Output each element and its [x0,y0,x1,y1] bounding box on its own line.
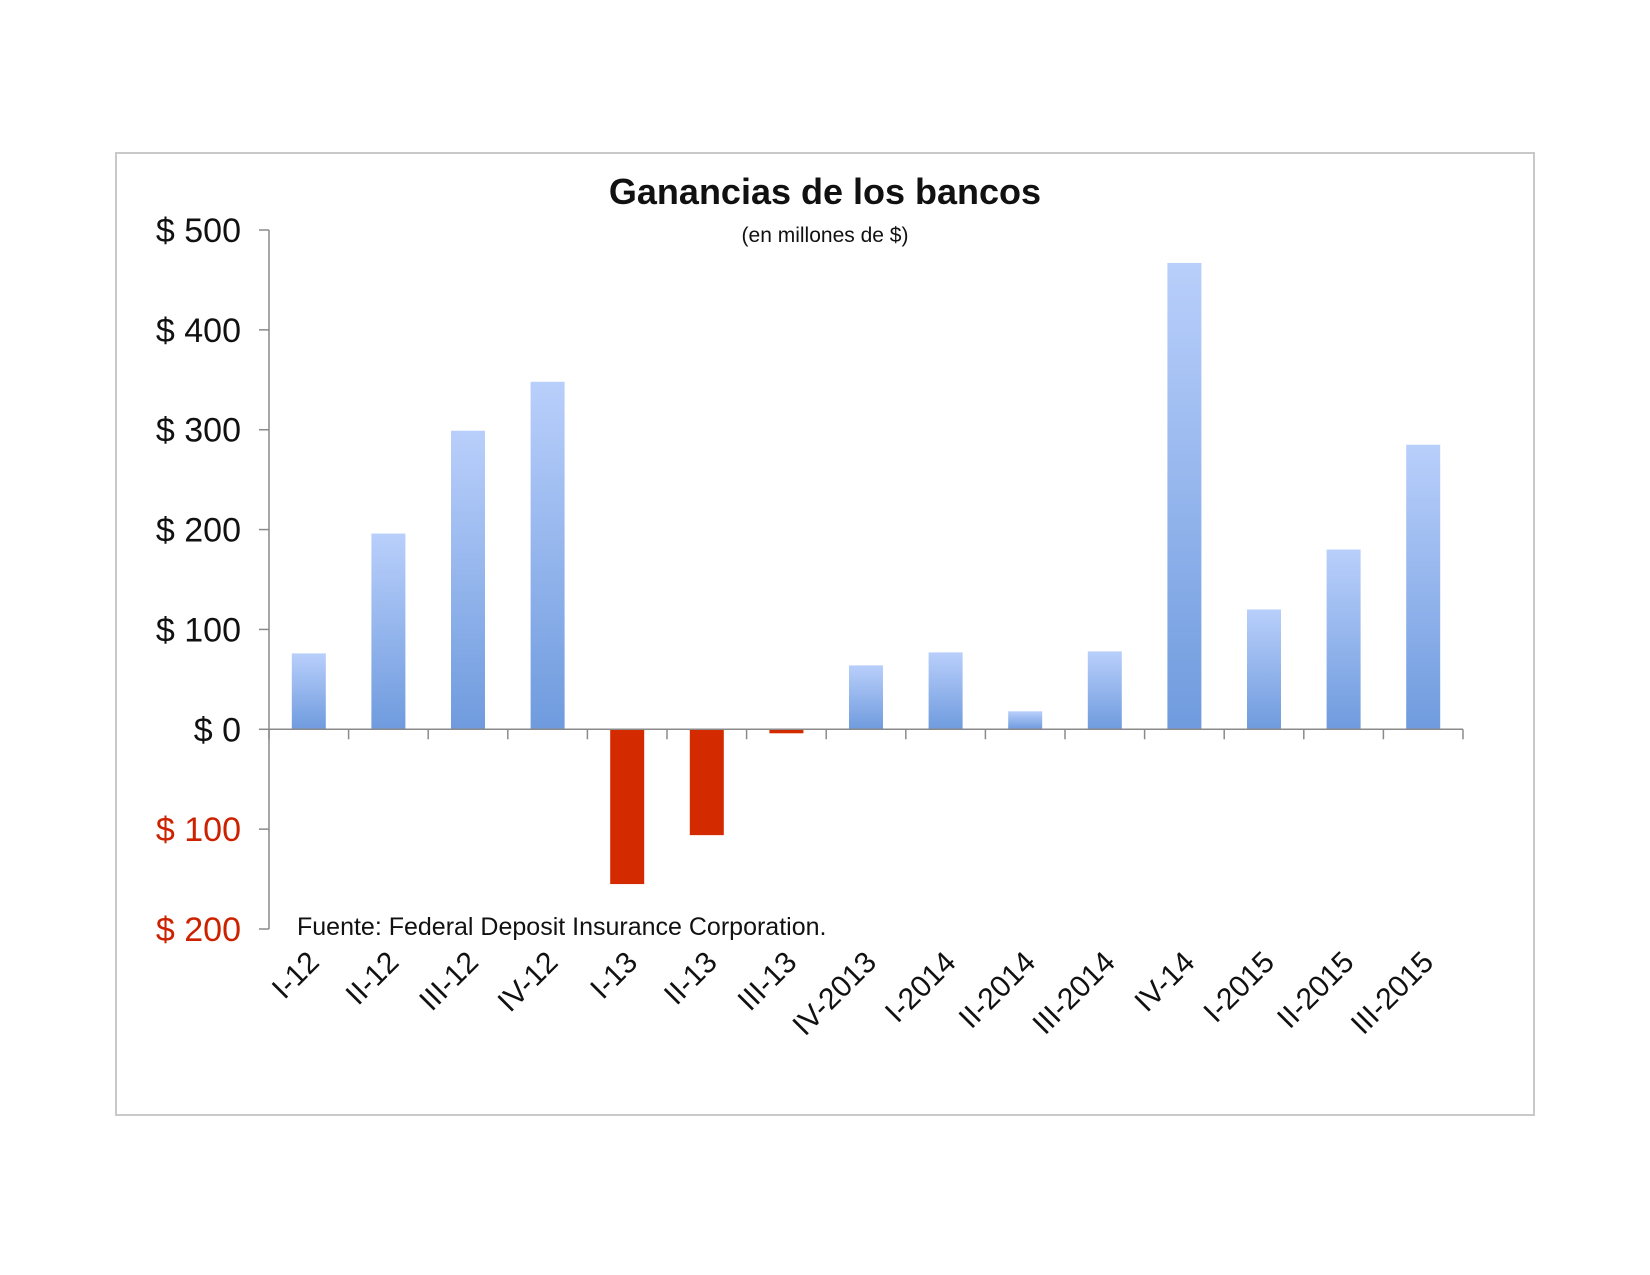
x-tick-label: II-13 [658,946,724,1012]
x-tick-label: IV-12 [492,946,565,1019]
source-note: Fuente: Federal Deposit Insurance Corpor… [297,913,826,941]
y-axis: $ 500 $ 400 $ 300 $ 200 $ 100 $ 0 $ 100 $ 200 [156,212,270,949]
x-tick-label: IV-2013 [786,946,882,1042]
chart-title: Ganancias de los bancos [609,171,1041,212]
y-tick-label: $ 100 [156,811,241,849]
bar-chart: Ganancias de los bancos (en millones de … [156,171,1464,1042]
bar-iii-2014 [1087,651,1122,730]
x-tick-label: III-2014 [1026,946,1121,1041]
bar-iv-12 [530,381,565,730]
bar-i-13 [610,729,645,885]
bar-ii-12 [371,533,406,730]
x-tick-label: I-13 [584,946,644,1006]
x-tick-label: I-2014 [879,946,962,1029]
bar-ii-2015 [1326,549,1361,730]
bar-iv-2013 [849,665,883,730]
y-tick-label: $ 200 [156,512,241,550]
bar-ii-2014 [1008,711,1043,730]
y-tick-label: $ 400 [156,312,241,350]
x-tick-label: III-13 [732,946,804,1018]
bar-iv-14 [1167,262,1202,730]
y-tick-label: $ 300 [156,412,241,450]
y-tick-label: $ 0 [194,711,241,749]
x-tick-label: III-2015 [1345,946,1440,1041]
x-tick-label: III-12 [413,946,485,1018]
y-tick-label: $ 200 [156,911,241,949]
bar-iii-13 [769,729,804,734]
x-axis: I-12 II-12 III-12 IV-12 I-13 II-13 III-13IV-20… [266,728,1464,1042]
x-tick-label: II-2015 [1271,946,1360,1035]
bar-i-12 [291,653,326,730]
chart-frame: Ganancias de los bancos (en millones de … [115,152,1535,1116]
bar-ii-13 [689,729,724,836]
y-tick-label: $ 500 [156,212,241,250]
x-tick-label: IV-14 [1128,946,1201,1019]
chart-subtitle: (en millones de $) [742,224,909,247]
y-tick-label: $ 100 [156,611,241,649]
bar-iii-2015 [1406,444,1441,730]
bar-iii-12 [451,430,485,730]
bar-i-2014 [928,652,963,730]
x-tick-label: I-2015 [1197,946,1280,1029]
x-tick-label: II-12 [340,946,406,1012]
bars [291,262,1441,885]
x-tick-label: II-2014 [953,946,1042,1035]
x-tick-label: I-12 [266,946,326,1006]
bar-i-2015 [1247,609,1281,730]
